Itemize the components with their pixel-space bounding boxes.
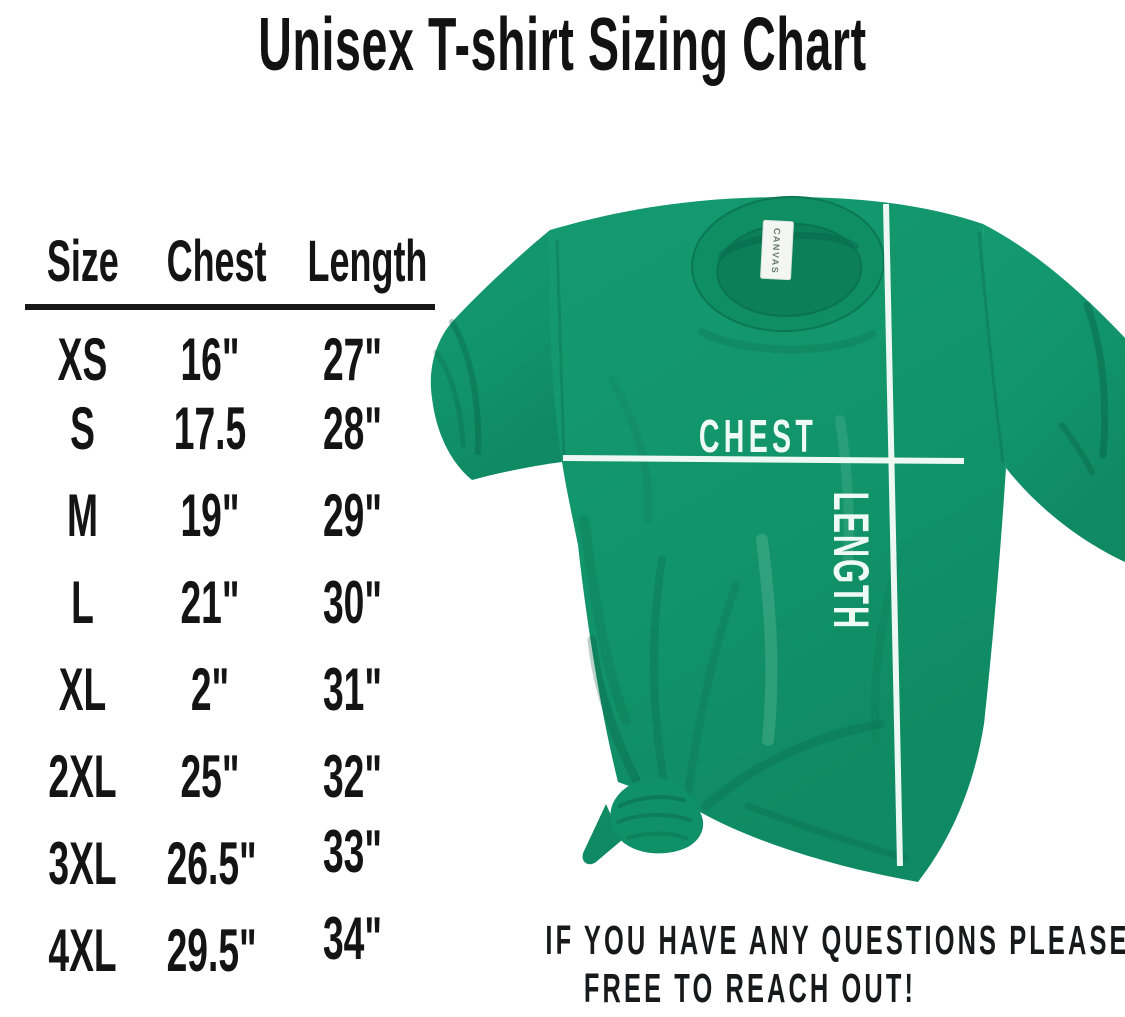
chest-cell: 21" [180, 568, 240, 636]
chest-cell: 2" [190, 655, 230, 723]
chest-measure-line [562, 455, 965, 464]
length-label-text: LENGTH [823, 491, 879, 631]
table-row: S 17.5 28" [25, 385, 435, 472]
table-row: XS 16" 27" [25, 316, 435, 403]
table-row: 3XL 26.5" 33" [25, 820, 435, 907]
length-cell: 31" [322, 655, 383, 723]
length-cell: 30" [322, 568, 383, 636]
hem-knot [582, 778, 704, 865]
length-cell: 27" [322, 325, 383, 393]
size-cell: 4XL [48, 916, 117, 984]
header-divider [25, 304, 435, 310]
length-cell: 33" [322, 817, 383, 885]
chest-cell: 19" [180, 481, 240, 549]
chest-cell: 17.5 [173, 394, 247, 462]
col-header-chest: Chest [166, 229, 267, 294]
size-table: Size Chest Length XS 16" 27" S 17.5 28" … [25, 232, 435, 994]
table-row: XL 2" 31" [25, 646, 435, 733]
length-cell: 29" [322, 481, 383, 549]
size-table-header: Size Chest Length [25, 232, 435, 292]
right-sleeve [983, 224, 1125, 562]
table-row: 4XL 29.5" 34" [25, 907, 435, 994]
table-row: L 21" 30" [25, 559, 435, 646]
page-title: Unisex T-shirt Sizing Chart [258, 2, 867, 86]
table-row: 2XL 25" 32" [25, 733, 435, 820]
chest-cell: 29.5" [166, 916, 257, 984]
size-cell: XL [58, 655, 107, 723]
size-cell: 3XL [48, 829, 117, 897]
footer-line-2: FREE TO REACH OUT! [583, 965, 917, 1011]
col-header-size: Size [46, 229, 119, 294]
tag-label: CANVAS [770, 228, 782, 275]
size-cell: L [71, 568, 94, 636]
length-cell: 32" [322, 742, 383, 810]
chest-cell: 25" [180, 742, 240, 810]
left-sleeve [430, 230, 562, 480]
chest-label: CHEST [698, 410, 818, 462]
size-cell: M [67, 481, 98, 549]
chest-cell: 26.5" [166, 829, 257, 897]
chest-cell: 16" [180, 325, 240, 393]
size-table-body: XS 16" 27" S 17.5 28" M 19" 29" L 21" 30… [25, 310, 435, 994]
collar-tag: CANVAS [760, 219, 794, 281]
size-cell: S [70, 394, 95, 462]
size-cell: 2XL [48, 742, 117, 810]
size-cell: XS [57, 325, 108, 393]
length-cell: 28" [322, 394, 383, 462]
footer-note: IF YOU HAVE ANY QUESTIONS PLEASE FEEL FR… [420, 916, 1125, 1012]
footer-line-1: IF YOU HAVE ANY QUESTIONS PLEASE FEEL [545, 917, 1125, 963]
table-row: M 19" 29" [25, 472, 435, 559]
length-measure-line [883, 203, 903, 867]
length-cell: 34" [322, 904, 383, 972]
